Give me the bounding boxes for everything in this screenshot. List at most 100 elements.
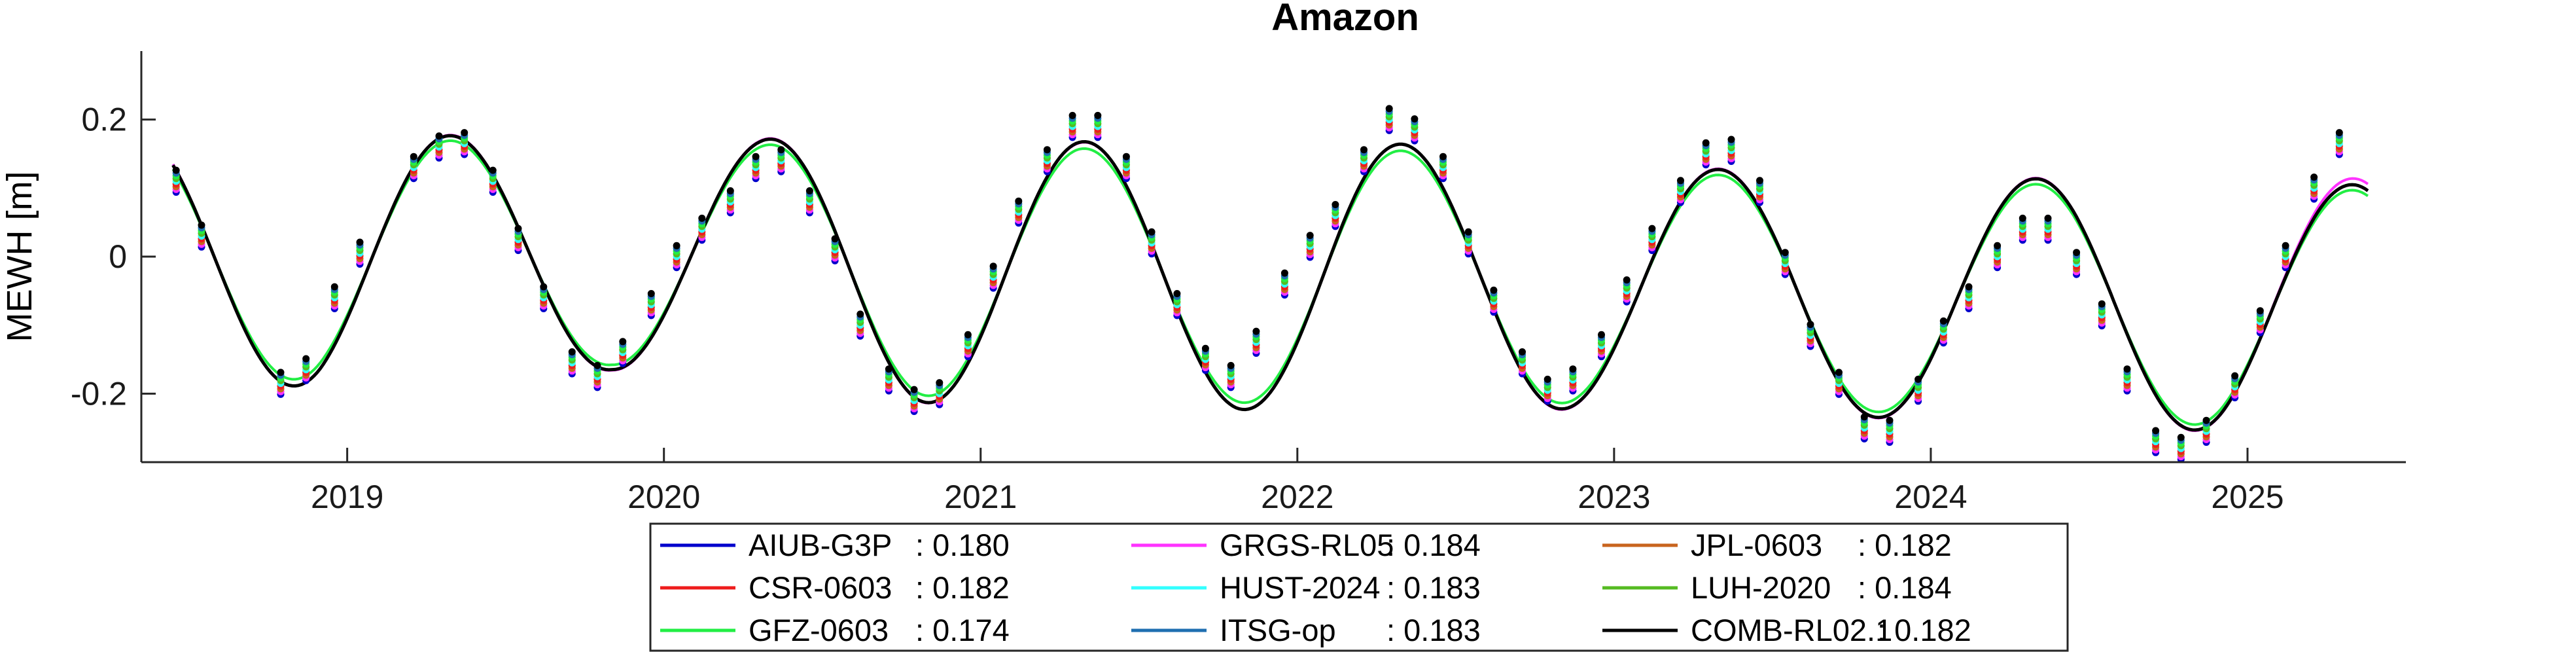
observation-point <box>1781 249 1789 257</box>
x-tick-label: 2019 <box>311 479 383 515</box>
observation-point <box>2310 173 2318 181</box>
observation-point <box>1860 413 1868 421</box>
legend-label: GRGS-RL05 <box>1220 528 1394 562</box>
observation-point <box>1939 317 1947 325</box>
plot-area <box>171 105 2369 462</box>
legend-value: : 0.183 <box>1386 613 1481 647</box>
observation-point <box>1702 139 1710 147</box>
legend-value: : 0.180 <box>915 528 1010 562</box>
observation-point <box>1280 269 1288 277</box>
x-tick-label: 2024 <box>1894 479 1967 515</box>
observation-point <box>752 153 760 160</box>
observation-point <box>1068 111 1076 119</box>
observation-point <box>647 290 655 297</box>
observation-point <box>2177 433 2185 441</box>
observation-point <box>936 379 944 387</box>
observation-point <box>1994 242 2002 249</box>
observation-point <box>885 365 892 373</box>
observation-point <box>1727 136 1735 143</box>
observation-point <box>1648 225 1656 232</box>
legend-label: JPL-0603 <box>1691 528 1822 562</box>
observation-point <box>831 235 839 243</box>
legend-value: : 0.182 <box>1877 613 1971 647</box>
legend-label: LUH-2020 <box>1691 570 1831 605</box>
observation-point <box>1173 290 1181 297</box>
legend-label: GFZ-0603 <box>749 613 889 647</box>
observation-point <box>1122 153 1130 160</box>
observation-point <box>410 153 417 160</box>
observation-point <box>1360 146 1367 154</box>
observation-point <box>777 146 785 154</box>
observation-point <box>2044 214 2052 222</box>
chart-title: Amazon <box>1271 0 1419 39</box>
observation-point <box>1623 276 1631 284</box>
legend-label: HUST-2024 <box>1220 570 1381 605</box>
observation-point <box>1306 232 1314 240</box>
legend-label: AIUB-G3P <box>749 528 892 562</box>
observation-point <box>673 242 680 249</box>
legend-value: : 0.183 <box>1386 570 1481 605</box>
observation-point <box>726 187 734 194</box>
observation-point <box>1519 348 1526 355</box>
observation-point <box>1835 369 1843 376</box>
observation-point <box>1544 375 1551 383</box>
x-tick-label: 2020 <box>627 479 700 515</box>
observation-point <box>2231 372 2239 380</box>
observation-point <box>330 283 338 291</box>
observation-point <box>461 129 468 137</box>
observation-point <box>1756 177 1763 185</box>
legend-value: : 0.184 <box>1858 570 1952 605</box>
y-tick-label: 0 <box>109 238 127 275</box>
observation-point <box>1439 153 1447 160</box>
observation-point <box>2073 249 2081 257</box>
observation-point <box>1490 286 1498 294</box>
legend: AIUB-G3P: 0.180 GRGS-RL05: 0.184 JPL-0603:… <box>649 522 2069 652</box>
observation-point <box>1965 283 1973 291</box>
observation-point <box>302 355 310 363</box>
observation-point <box>964 331 972 338</box>
observation-point <box>1148 228 1156 236</box>
observation-point <box>2202 416 2210 424</box>
observation-point <box>593 361 601 369</box>
legend-label: COMB-RL02.1 <box>1691 613 1892 647</box>
observation-point <box>435 132 443 140</box>
observation-point <box>1332 201 1339 208</box>
legend-value: : 0.184 <box>1386 528 1481 562</box>
x-tick-label: 2025 <box>2211 479 2284 515</box>
observation-point <box>2019 214 2026 222</box>
observation-point <box>619 338 627 346</box>
legend-box <box>649 522 2069 652</box>
observation-point <box>2256 307 2264 315</box>
observation-point <box>1677 177 1684 185</box>
legend-label: CSR-0603 <box>749 570 892 605</box>
observation-point <box>172 166 180 174</box>
observation-point <box>1464 228 1472 236</box>
observation-point <box>1411 115 1419 123</box>
observation-point <box>698 214 706 222</box>
observation-point <box>540 283 548 291</box>
observation-point <box>2335 129 2343 137</box>
observation-point <box>1252 327 1260 335</box>
x-tick-label: 2023 <box>1578 479 1650 515</box>
observation-point <box>1094 111 1102 119</box>
observation-point <box>989 263 997 270</box>
observation-point <box>198 221 205 229</box>
observation-point <box>1015 197 1023 205</box>
y-axis-label: MEWH [m] <box>0 172 39 342</box>
observation-point <box>1807 321 1814 329</box>
observation-point <box>277 369 285 376</box>
observation-point <box>1227 361 1235 369</box>
observation-point <box>1886 416 1894 424</box>
observation-point <box>1385 105 1393 113</box>
observation-point <box>514 225 522 232</box>
fitted-curve-comb-rl02-1 <box>171 134 2369 432</box>
observation-point <box>1598 331 1605 338</box>
observation-point <box>568 348 576 355</box>
x-tick-label: 2022 <box>1261 479 1333 515</box>
observation-point <box>805 187 813 194</box>
observation-point <box>2282 242 2289 249</box>
observation-point <box>1043 146 1051 154</box>
observation-point <box>489 166 497 174</box>
observation-point <box>910 386 918 393</box>
